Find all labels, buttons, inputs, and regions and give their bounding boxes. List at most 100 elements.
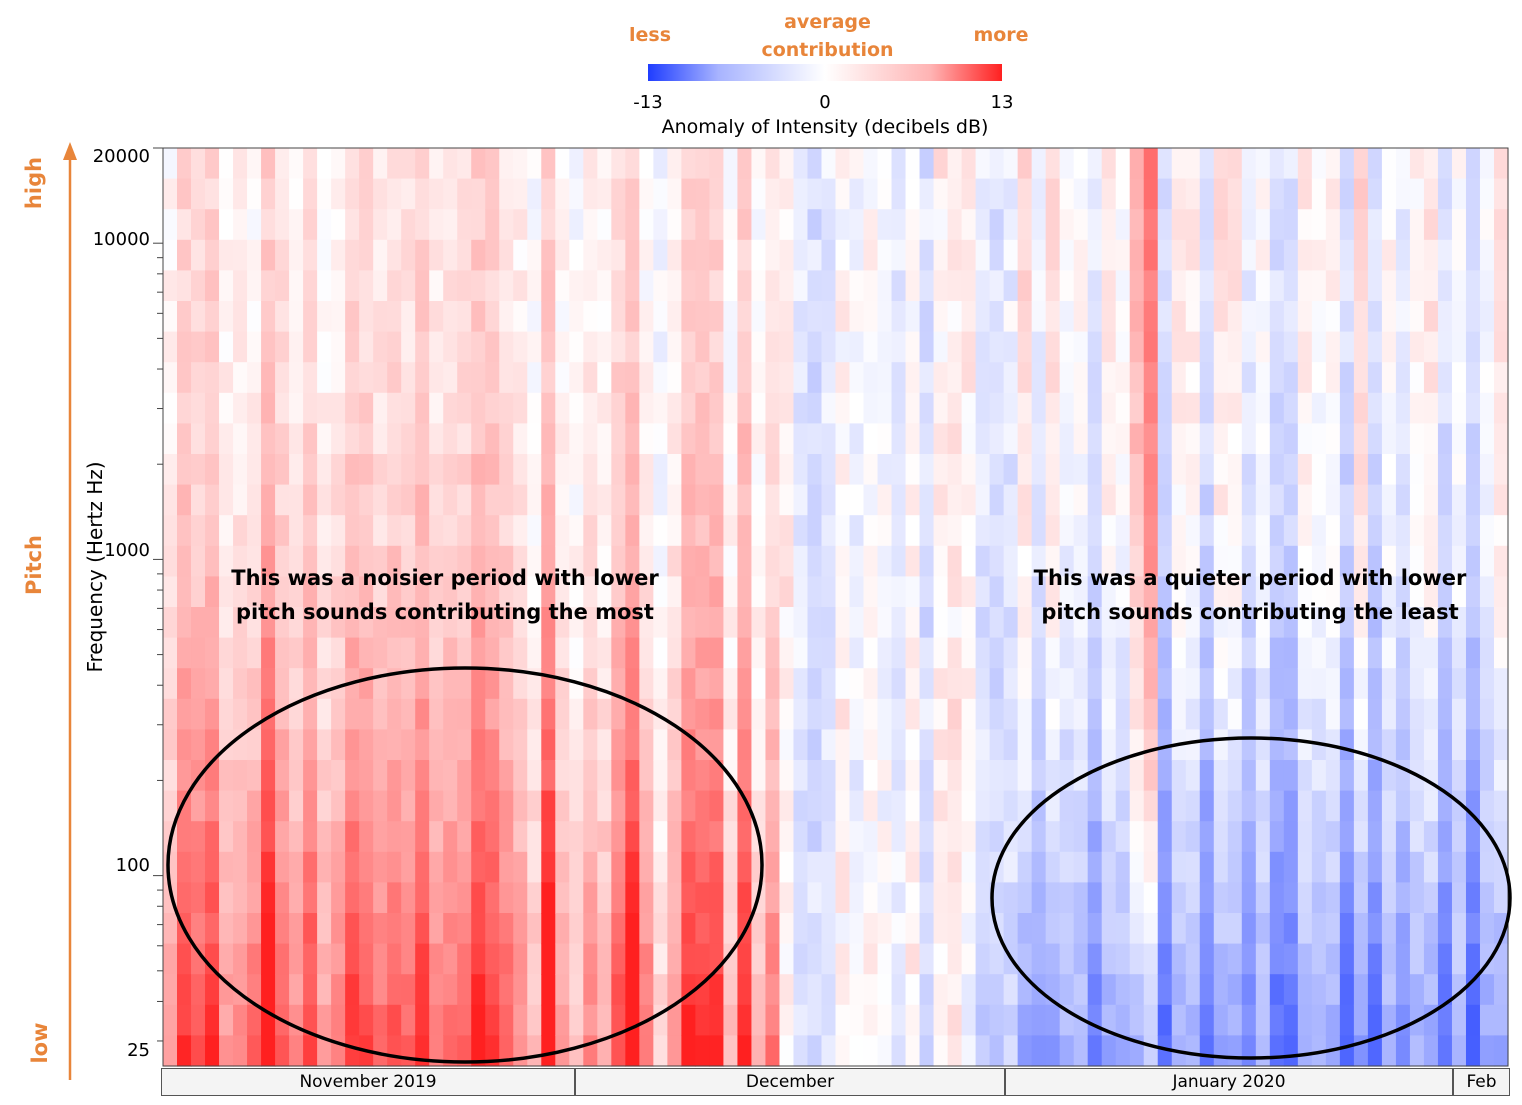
heatmap-cell — [793, 698, 809, 730]
heatmap-cell — [345, 760, 360, 792]
heatmap-cell — [191, 454, 206, 486]
heatmap-cell — [1325, 331, 1341, 363]
heatmap-cell — [961, 576, 977, 608]
heatmap-cell — [1395, 270, 1411, 302]
heatmap-cell — [625, 637, 640, 669]
heatmap-cell — [933, 943, 949, 975]
heatmap-cell — [1087, 851, 1103, 883]
heatmap-cell — [443, 790, 458, 822]
heatmap-cell — [1017, 913, 1033, 945]
heatmap-cell — [387, 668, 402, 700]
heatmap-cell — [1255, 270, 1271, 302]
heatmap-cell — [1017, 239, 1033, 271]
heatmap-cell — [1213, 515, 1229, 547]
heatmap-cell — [1171, 454, 1187, 486]
annotation-quiet-line1: This was a quieter period with lower — [1033, 566, 1467, 590]
heatmap-cell — [219, 821, 234, 853]
heatmap-cell — [191, 882, 206, 914]
heatmap-cell — [1381, 362, 1397, 394]
heatmap-cell — [779, 821, 795, 853]
heatmap-cell — [247, 851, 262, 883]
heatmap-cell — [1185, 607, 1201, 639]
heatmap-cell — [1339, 1035, 1355, 1067]
heatmap-cell — [1367, 331, 1383, 363]
heatmap-cell — [1199, 576, 1215, 608]
heatmap-cell — [653, 239, 668, 271]
heatmap-cell — [1087, 760, 1103, 792]
heatmap-cell — [989, 454, 1005, 486]
heatmap-cell — [947, 331, 963, 363]
heatmap-cell — [527, 913, 542, 945]
heatmap-cell — [1073, 545, 1089, 577]
heatmap-cell — [527, 515, 542, 547]
heatmap-cell — [653, 637, 668, 669]
heatmap-cell — [205, 331, 220, 363]
heatmap-cell — [163, 1004, 178, 1036]
heatmap-cell — [1479, 423, 1495, 455]
heatmap-cell — [555, 301, 570, 333]
heatmap-cell — [779, 790, 795, 822]
heatmap-cell — [919, 760, 935, 792]
heatmap-cell — [933, 1035, 949, 1067]
heatmap-cell — [1101, 821, 1117, 853]
heatmap-cell — [891, 209, 907, 241]
heatmap-cell — [1423, 851, 1439, 883]
heatmap-cell — [1073, 1035, 1089, 1067]
heatmap-cell — [1227, 484, 1243, 516]
heatmap-cell — [779, 974, 795, 1006]
heatmap-cell — [499, 729, 514, 761]
heatmap-cell — [1269, 821, 1285, 853]
heatmap-cell — [499, 851, 514, 883]
heatmap-cell — [401, 637, 416, 669]
heatmap-cell — [499, 178, 514, 210]
heatmap-cell — [821, 454, 837, 486]
heatmap-cell — [597, 790, 612, 822]
heatmap-cell — [457, 239, 472, 271]
heatmap-cell — [793, 515, 809, 547]
heatmap-cell — [1045, 515, 1061, 547]
heatmap-cell — [667, 209, 682, 241]
heatmap-cell — [1479, 545, 1495, 577]
heatmap-cell — [891, 484, 907, 516]
heatmap-cell — [835, 882, 851, 914]
heatmap-cell — [653, 882, 668, 914]
heatmap-cell — [1199, 790, 1215, 822]
heatmap-cell — [1185, 729, 1201, 761]
heatmap-cell — [1227, 974, 1243, 1006]
heatmap-cell — [1017, 454, 1033, 486]
heatmap-cell — [1227, 454, 1243, 486]
heatmap-cell — [569, 545, 584, 577]
heatmap-cell — [345, 454, 360, 486]
heatmap-cell — [1283, 668, 1299, 700]
heatmap-cell — [429, 913, 444, 945]
heatmap-cell — [345, 790, 360, 822]
heatmap-cell — [639, 851, 654, 883]
heatmap-cell — [1367, 1004, 1383, 1036]
heatmap-cell — [1353, 974, 1369, 1006]
heatmap-cell — [765, 668, 781, 700]
annotation-noisy-line1: This was a noisier period with lower — [231, 566, 659, 590]
heatmap-cell — [317, 974, 332, 1006]
heatmap-cell — [961, 209, 977, 241]
heatmap-cell — [499, 943, 514, 975]
heatmap-cell — [583, 178, 598, 210]
heatmap-cell — [261, 209, 276, 241]
heatmap-cell — [275, 301, 290, 333]
heatmap-cell — [457, 1035, 472, 1067]
heatmap-cell — [1423, 790, 1439, 822]
heatmap-cell — [1269, 1004, 1285, 1036]
heatmap-cell — [1339, 1004, 1355, 1036]
heatmap-cell — [961, 943, 977, 975]
heatmap-cell — [1297, 790, 1313, 822]
heatmap-cell — [1409, 821, 1425, 853]
heatmap-cell — [1423, 668, 1439, 700]
heatmap-cell — [1171, 331, 1187, 363]
heatmap-cell — [695, 821, 711, 853]
heatmap-cell — [989, 943, 1005, 975]
heatmap-cell — [723, 515, 739, 547]
heatmap-cell — [1367, 1035, 1383, 1067]
heatmap-cell — [191, 362, 206, 394]
heatmap-cell — [723, 698, 739, 730]
heatmap-cell — [1311, 576, 1327, 608]
heatmap-cell — [597, 576, 612, 608]
